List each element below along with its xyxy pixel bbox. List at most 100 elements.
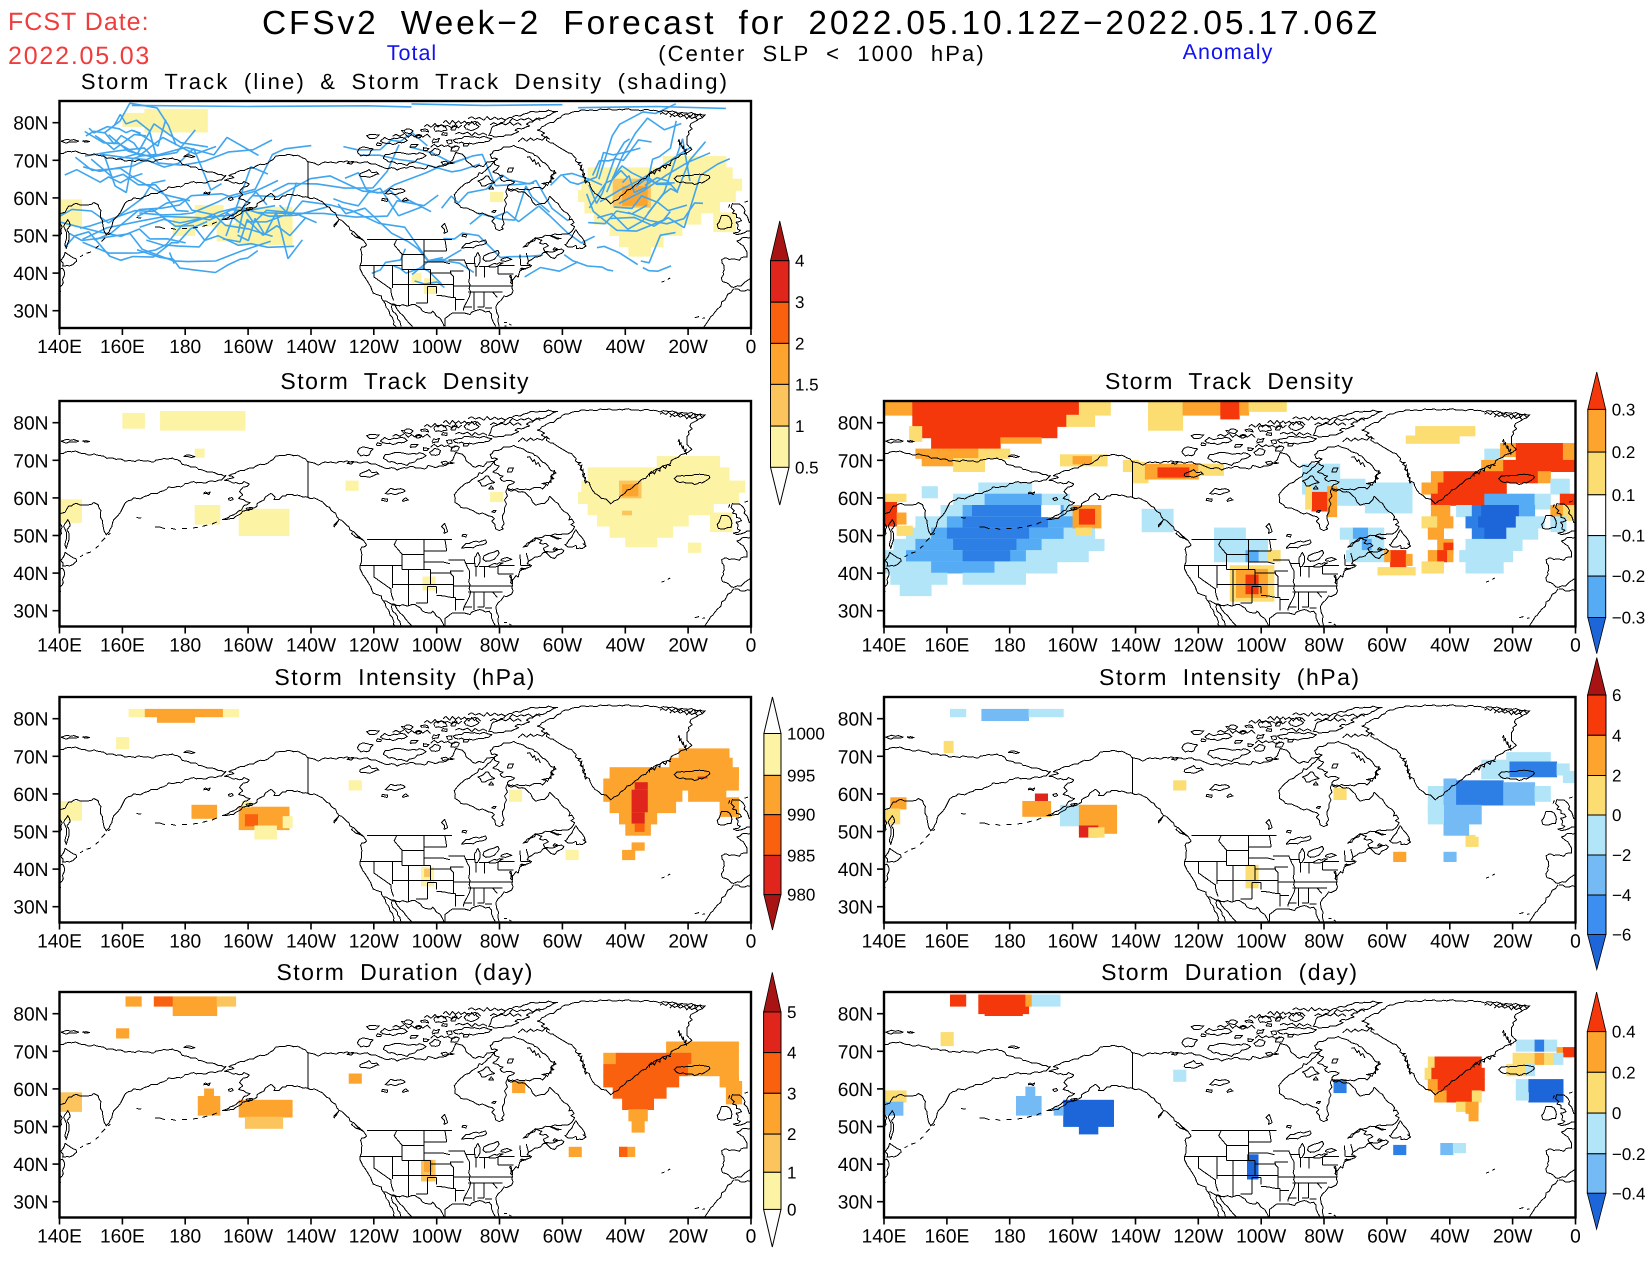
svg-text:180: 180 bbox=[169, 932, 201, 953]
svg-text:50N: 50N bbox=[13, 227, 48, 248]
svg-text:0: 0 bbox=[1570, 636, 1581, 657]
svg-text:160W: 160W bbox=[223, 1227, 274, 1248]
svg-text:Storm Duration (day): Storm Duration (day) bbox=[1101, 959, 1358, 985]
svg-text:40W: 40W bbox=[1430, 932, 1470, 953]
svg-text:30N: 30N bbox=[838, 1193, 873, 1214]
svg-text:2: 2 bbox=[1612, 767, 1621, 786]
svg-text:140E: 140E bbox=[37, 1227, 82, 1248]
svg-text:160W: 160W bbox=[1048, 1227, 1099, 1248]
svg-text:−2: −2 bbox=[1612, 846, 1631, 865]
svg-text:40W: 40W bbox=[1430, 636, 1470, 657]
svg-text:160E: 160E bbox=[100, 932, 145, 953]
svg-text:180: 180 bbox=[994, 1227, 1026, 1248]
svg-text:Storm Intensity (hPa): Storm Intensity (hPa) bbox=[274, 664, 536, 690]
svg-text:20W: 20W bbox=[668, 1227, 708, 1248]
svg-text:0.2: 0.2 bbox=[1612, 1063, 1636, 1082]
svg-text:1.5: 1.5 bbox=[795, 375, 819, 394]
svg-text:−0.2: −0.2 bbox=[1612, 1145, 1646, 1164]
svg-text:4: 4 bbox=[1612, 726, 1621, 745]
svg-text:6: 6 bbox=[1612, 686, 1621, 705]
svg-text:2: 2 bbox=[795, 334, 804, 353]
svg-text:−4: −4 bbox=[1612, 886, 1631, 905]
svg-text:Storm Duration (day): Storm Duration (day) bbox=[276, 959, 533, 985]
svg-text:−6: −6 bbox=[1612, 926, 1631, 945]
svg-text:70N: 70N bbox=[13, 151, 48, 172]
svg-text:140W: 140W bbox=[286, 1227, 337, 1248]
svg-text:160W: 160W bbox=[223, 932, 274, 953]
svg-text:60N: 60N bbox=[838, 785, 873, 806]
svg-text:60N: 60N bbox=[13, 785, 48, 806]
svg-text:80W: 80W bbox=[1304, 932, 1344, 953]
svg-text:60N: 60N bbox=[838, 489, 873, 510]
svg-text:0: 0 bbox=[746, 932, 757, 953]
svg-text:40W: 40W bbox=[606, 1227, 646, 1248]
svg-text:50N: 50N bbox=[838, 1118, 873, 1139]
svg-text:3: 3 bbox=[787, 1084, 796, 1103]
svg-text:0.5: 0.5 bbox=[795, 458, 819, 477]
svg-text:120W: 120W bbox=[1173, 636, 1224, 657]
svg-text:60W: 60W bbox=[543, 636, 583, 657]
svg-text:80W: 80W bbox=[480, 337, 520, 358]
svg-text:160E: 160E bbox=[924, 932, 969, 953]
svg-text:100W: 100W bbox=[412, 1227, 463, 1248]
svg-text:0: 0 bbox=[746, 1227, 757, 1248]
svg-text:30N: 30N bbox=[838, 602, 873, 623]
svg-text:60W: 60W bbox=[543, 337, 583, 358]
svg-text:70N: 70N bbox=[13, 1042, 48, 1063]
svg-text:80N: 80N bbox=[13, 414, 48, 435]
svg-text:60W: 60W bbox=[1367, 932, 1407, 953]
svg-text:70N: 70N bbox=[838, 451, 873, 472]
svg-text:140E: 140E bbox=[862, 1227, 907, 1248]
svg-text:0: 0 bbox=[746, 636, 757, 657]
svg-text:160W: 160W bbox=[1048, 636, 1099, 657]
svg-text:100W: 100W bbox=[412, 636, 463, 657]
svg-text:140E: 140E bbox=[862, 636, 907, 657]
svg-text:(Center SLP < 1000 hPa): (Center SLP < 1000 hPa) bbox=[658, 41, 986, 66]
svg-text:40N: 40N bbox=[838, 1155, 873, 1176]
svg-text:140E: 140E bbox=[862, 932, 907, 953]
svg-text:40N: 40N bbox=[838, 860, 873, 881]
svg-text:20W: 20W bbox=[1493, 636, 1533, 657]
svg-text:100W: 100W bbox=[412, 932, 463, 953]
svg-text:120W: 120W bbox=[349, 337, 400, 358]
svg-text:80W: 80W bbox=[480, 636, 520, 657]
svg-text:140W: 140W bbox=[1110, 1227, 1161, 1248]
svg-text:60W: 60W bbox=[1367, 636, 1407, 657]
svg-text:140W: 140W bbox=[286, 636, 337, 657]
svg-text:3: 3 bbox=[795, 293, 804, 312]
svg-text:70N: 70N bbox=[838, 1042, 873, 1063]
svg-text:20W: 20W bbox=[1493, 932, 1533, 953]
svg-text:Storm Track Density: Storm Track Density bbox=[280, 368, 530, 394]
svg-text:20W: 20W bbox=[1493, 1227, 1533, 1248]
svg-text:120W: 120W bbox=[349, 932, 400, 953]
svg-text:1: 1 bbox=[795, 417, 804, 436]
svg-text:0: 0 bbox=[1570, 1227, 1581, 1248]
svg-text:40N: 40N bbox=[13, 1155, 48, 1176]
svg-text:120W: 120W bbox=[349, 1227, 400, 1248]
svg-text:40N: 40N bbox=[13, 860, 48, 881]
svg-text:80W: 80W bbox=[1304, 636, 1344, 657]
svg-text:140W: 140W bbox=[1110, 636, 1161, 657]
svg-text:60W: 60W bbox=[1367, 1227, 1407, 1248]
svg-text:−0.2: −0.2 bbox=[1612, 567, 1646, 586]
svg-text:180: 180 bbox=[169, 337, 201, 358]
svg-text:50N: 50N bbox=[13, 823, 48, 844]
svg-text:990: 990 bbox=[787, 806, 815, 825]
svg-text:4: 4 bbox=[795, 252, 804, 271]
svg-text:160E: 160E bbox=[100, 337, 145, 358]
svg-text:180: 180 bbox=[169, 1227, 201, 1248]
svg-text:50N: 50N bbox=[838, 527, 873, 548]
svg-text:120W: 120W bbox=[1173, 932, 1224, 953]
svg-text:30N: 30N bbox=[838, 898, 873, 919]
svg-text:20W: 20W bbox=[668, 932, 708, 953]
svg-text:140E: 140E bbox=[37, 337, 82, 358]
svg-text:Storm Track (line) & Storm Tra: Storm Track (line) & Storm Track Density… bbox=[81, 69, 729, 94]
svg-text:80W: 80W bbox=[480, 1227, 520, 1248]
svg-text:60N: 60N bbox=[13, 1080, 48, 1101]
svg-text:CFSv2 Week−2 Forecast for 2022: CFSv2 Week−2 Forecast for 2022.05.10.12Z… bbox=[262, 5, 1380, 42]
svg-text:995: 995 bbox=[787, 766, 815, 785]
svg-text:70N: 70N bbox=[13, 747, 48, 768]
svg-text:30N: 30N bbox=[13, 302, 48, 323]
svg-text:160E: 160E bbox=[100, 636, 145, 657]
svg-text:80N: 80N bbox=[838, 710, 873, 731]
